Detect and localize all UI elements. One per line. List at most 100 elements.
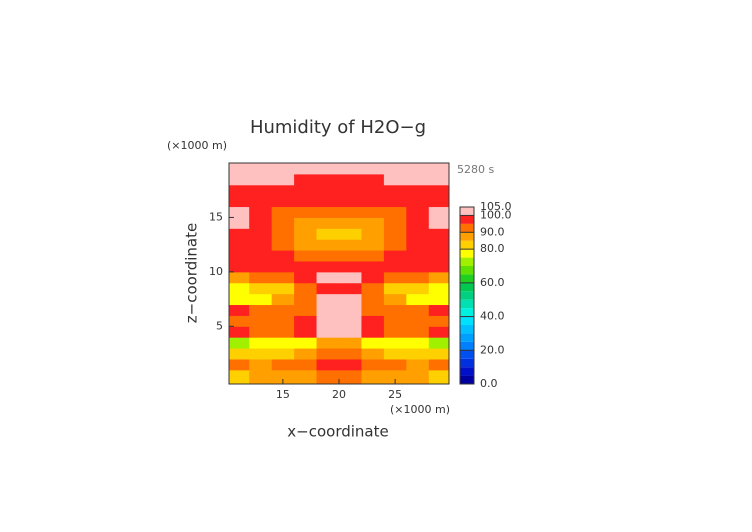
contour-cell	[271, 195, 295, 208]
contour-cell	[316, 184, 340, 197]
contour-cell	[339, 163, 362, 175]
contour-cell	[229, 239, 250, 251]
contour-cell	[361, 195, 385, 208]
colorbar-band	[460, 308, 474, 317]
contour-cell	[428, 271, 449, 284]
contour-cell	[383, 250, 407, 262]
contour-cell	[383, 206, 407, 218]
y-tick-label: 10	[209, 265, 223, 278]
contour-cell	[361, 217, 385, 229]
colorbar-tick-label: 100.0	[480, 208, 512, 221]
contour-cell	[229, 315, 250, 327]
y-unit: (×1000 m)	[167, 139, 227, 152]
contour-cell	[316, 315, 340, 327]
contour-cell	[249, 195, 273, 208]
colorbar-band	[460, 358, 474, 368]
contour-cell	[271, 369, 295, 384]
contour-cell	[249, 228, 273, 240]
contour-cell	[383, 369, 407, 384]
contour-cell	[316, 239, 340, 251]
contour-cell	[361, 369, 385, 384]
contour-cell	[339, 260, 362, 273]
contour-cell	[271, 250, 295, 262]
contour-cell	[271, 358, 295, 371]
contour-cell	[406, 271, 430, 284]
contour-cell	[249, 293, 273, 306]
contour-cell	[428, 304, 449, 316]
colorbar-tick-label: 80.0	[480, 242, 505, 255]
contour-cell	[294, 239, 318, 251]
contour-cell	[428, 173, 449, 186]
colorbar-band	[460, 223, 474, 233]
contour-cell	[271, 163, 295, 175]
contour-cell	[406, 206, 430, 218]
contour-cell	[383, 271, 407, 284]
contour-cell	[229, 206, 250, 218]
contour-cell	[249, 239, 273, 251]
contour-cell	[339, 184, 362, 197]
x-axis-label: x−coordinate	[287, 423, 388, 441]
contour-cell	[361, 250, 385, 262]
contour-cell	[294, 315, 318, 327]
colorbar-tick-label: 60.0	[480, 276, 505, 289]
y-tick-label: 15	[209, 210, 223, 223]
contour-cell	[249, 206, 273, 218]
contour-cell	[361, 228, 385, 240]
colorbar-band	[460, 207, 474, 216]
contour-cell	[406, 173, 430, 186]
contour-cell	[339, 304, 362, 316]
contour-cell	[249, 315, 273, 327]
contour-cell	[361, 163, 385, 175]
contour-cell	[229, 184, 250, 197]
contour-cell	[406, 163, 430, 175]
contour-cell	[271, 260, 295, 273]
contour-cell	[383, 293, 407, 306]
colorbar-band	[460, 375, 474, 384]
x-tick-label: 15	[276, 388, 290, 401]
x-tick-label: 20	[332, 388, 346, 401]
contour-cell	[339, 271, 362, 284]
contour-cell	[406, 239, 430, 251]
contour-cell	[294, 326, 318, 338]
colorbar-tick-label: 0.0	[480, 377, 498, 390]
colorbar-band	[460, 367, 474, 376]
contour-cell	[294, 195, 318, 208]
contour-cell	[294, 369, 318, 384]
contour-cell	[428, 348, 449, 360]
contour-cell	[294, 293, 318, 306]
contour-cell	[339, 282, 362, 295]
contour-cell	[271, 239, 295, 251]
contour-cell	[383, 228, 407, 240]
contour-cell	[383, 163, 407, 175]
contour-cell	[339, 337, 362, 349]
y-tick-label: 5	[216, 319, 223, 332]
contour-cell	[428, 293, 449, 306]
contour-cell	[361, 326, 385, 338]
contour-cell	[406, 260, 430, 273]
contour-cell	[428, 250, 449, 262]
contour-cell	[316, 206, 340, 218]
colorbar-band	[460, 291, 474, 300]
contour-cell	[339, 173, 362, 186]
contour-cell	[316, 173, 340, 186]
contour-cell	[406, 337, 430, 349]
colorbar-tick-label: 40.0	[480, 310, 505, 323]
contour-cell	[406, 358, 430, 371]
contour-cell	[339, 358, 362, 371]
contour-cell	[383, 326, 407, 338]
contour-cell	[406, 369, 430, 384]
contour-cell	[294, 337, 318, 349]
contour-cell	[361, 282, 385, 295]
colorbar-band	[460, 240, 474, 250]
contour-cell	[271, 217, 295, 229]
contour-cell	[428, 260, 449, 273]
contour-cell	[249, 358, 273, 371]
contour-cell	[249, 163, 273, 175]
contour-cell	[229, 337, 250, 349]
contour-cell	[428, 217, 449, 229]
colorbar-band	[460, 333, 474, 342]
contour-cell	[339, 293, 362, 306]
contour-cell	[339, 369, 362, 384]
contour-cell	[428, 358, 449, 371]
